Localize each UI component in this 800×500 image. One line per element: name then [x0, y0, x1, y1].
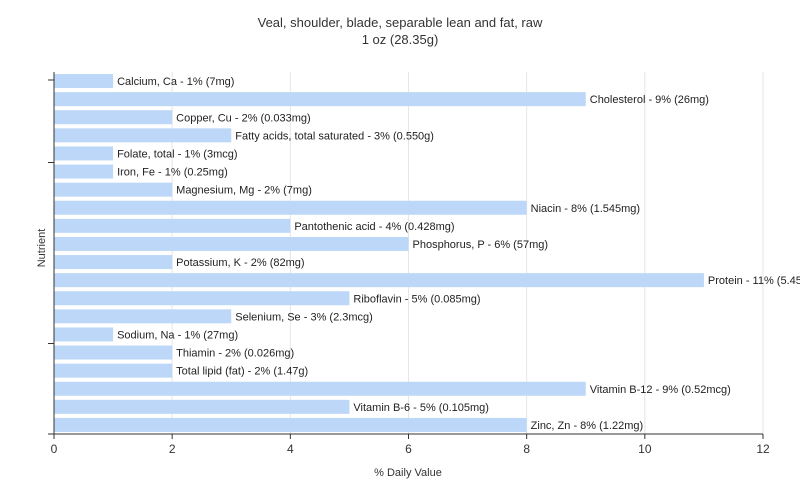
bar: [54, 218, 291, 233]
bar: [54, 92, 586, 107]
bar-label: Fatty acids, total saturated - 3% (0.550…: [235, 130, 434, 142]
bar: [54, 164, 114, 179]
y-axis-title: Nutrient: [36, 229, 48, 268]
bar-label: Phosphorus, P - 6% (57mg): [413, 239, 549, 251]
bar: [54, 146, 114, 161]
bar: [54, 309, 232, 324]
bar-label: Riboflavin - 5% (0.085mg): [353, 293, 480, 305]
gridlines: [171, 72, 764, 434]
bar-label: Pantothenic acid - 4% (0.428mg): [294, 221, 454, 233]
bar-label: Magnesium, Mg - 2% (7mg): [176, 185, 312, 197]
bar-label: Calcium, Ca - 1% (7mg): [117, 76, 234, 88]
bar-label: Sodium, Na - 1% (27mg): [117, 329, 238, 341]
bar-label: Total lipid (fat) - 2% (1.47g): [176, 366, 308, 378]
bar: [54, 273, 704, 288]
bar: [54, 363, 173, 378]
bar: [54, 381, 586, 396]
axes: 0 2 4 6 8 10 12: [48, 72, 770, 456]
bar: [54, 200, 527, 215]
bar-label: Potassium, K - 2% (82mg): [176, 257, 304, 269]
bar: [54, 399, 350, 414]
bars: [54, 74, 704, 432]
x-tick-label: 12: [756, 442, 770, 456]
bar: [54, 327, 114, 342]
bar-label: Niacin - 8% (1.545mg): [531, 203, 640, 215]
bar-label: Vitamin B-12 - 9% (0.52mcg): [590, 384, 731, 396]
bar-labels: Calcium, Ca - 1% (7mg) Cholesterol - 9% (…: [117, 76, 800, 432]
bar-label: Copper, Cu - 2% (0.033mg): [176, 112, 311, 124]
bar-label: Zinc, Zn - 8% (1.22mg): [531, 420, 643, 432]
x-axis-title: % Daily Value: [374, 467, 442, 479]
bar-label: Protein - 11% (5.45g): [708, 275, 800, 287]
chart-title: Veal, shoulder, blade, separable lean an…: [257, 15, 543, 30]
chart-subtitle: 1 oz (28.35g): [361, 32, 439, 47]
x-tick-label: 0: [51, 442, 58, 456]
bar: [54, 74, 114, 89]
bar: [54, 255, 173, 270]
bar-label: Selenium, Se - 3% (2.3mcg): [235, 311, 373, 323]
bar-label: Cholesterol - 9% (26mg): [590, 94, 709, 106]
bar: [54, 417, 527, 432]
x-tick-label: 10: [638, 442, 652, 456]
x-tick-label: 8: [523, 442, 530, 456]
bar: [54, 110, 173, 125]
bar: [54, 345, 173, 360]
bar-label: Iron, Fe - 1% (0.25mg): [117, 167, 228, 179]
bar: [54, 236, 409, 251]
bar: [54, 128, 232, 143]
bar: [54, 291, 350, 306]
x-tick-label: 2: [169, 442, 176, 456]
bar-label: Vitamin B-6 - 5% (0.105mg): [353, 402, 489, 414]
bar-label: Folate, total - 1% (3mcg): [117, 148, 237, 160]
bar-label: Thiamin - 2% (0.026mg): [176, 348, 294, 360]
x-tick-label: 6: [405, 442, 412, 456]
bar: [54, 182, 173, 197]
x-tick-label: 4: [287, 442, 294, 456]
